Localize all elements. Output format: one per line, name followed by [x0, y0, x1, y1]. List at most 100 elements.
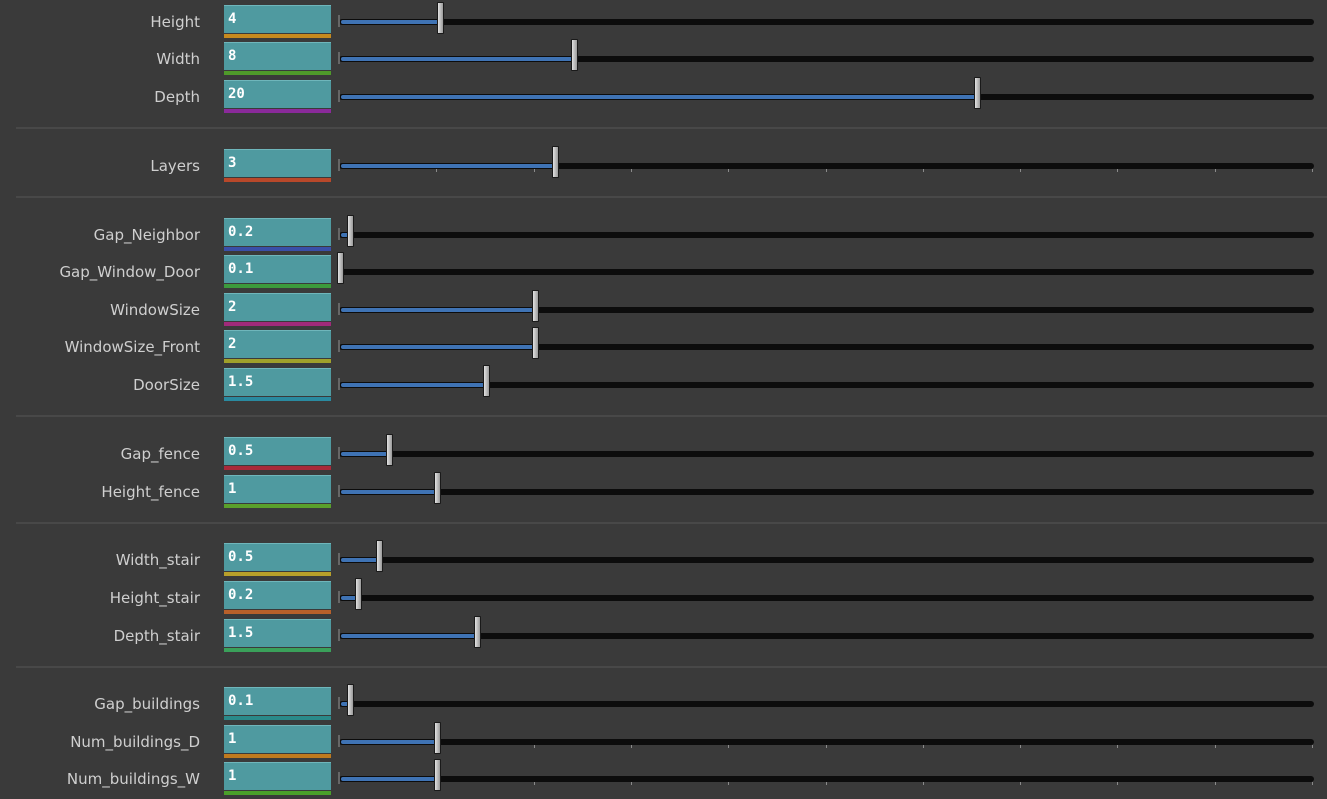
value-field-windowsize-front[interactable]: 2 [224, 330, 331, 358]
slider-handle-num-buildings-d[interactable] [434, 722, 441, 754]
slider-track-height-fence[interactable] [338, 472, 1314, 504]
slider-tick [1312, 745, 1313, 748]
slider-handle-gap-fence[interactable] [386, 434, 393, 466]
slider-track-gap-buildings[interactable] [338, 684, 1314, 716]
value-text: 1.5 [228, 374, 254, 390]
section-separator [16, 127, 1327, 129]
slider-tick [631, 169, 632, 172]
value-field-depth[interactable]: 20 [224, 80, 331, 108]
value-field-gap-fence[interactable]: 0.5 [224, 437, 331, 465]
slider-tick [1117, 745, 1118, 748]
value-text: 1 [228, 768, 237, 784]
channel-color-bar [224, 754, 331, 758]
slider-track-height[interactable] [338, 2, 1314, 34]
slider-fill [341, 308, 536, 312]
slider-tick [826, 169, 827, 172]
slider-track-depth[interactable] [338, 77, 1314, 109]
slider-track-windowsize[interactable] [338, 290, 1314, 322]
value-text: 0.5 [228, 443, 254, 459]
slider-handle-windowsize-front[interactable] [532, 327, 539, 359]
parameter-label: Num_buildings_D [70, 733, 200, 751]
value-field-gap-window-door[interactable]: 0.1 [224, 255, 331, 283]
slider-handle-width[interactable] [571, 39, 578, 71]
parameter-row-num-buildings-d: Num_buildings_D 1 [0, 722, 1327, 759]
slider-fill [341, 490, 438, 494]
value-text: 1 [228, 481, 237, 497]
section-separator [16, 415, 1327, 417]
value-field-height-fence[interactable]: 1 [224, 475, 331, 503]
slider-track-depth-stair[interactable] [338, 616, 1314, 648]
slider-track-width[interactable] [338, 39, 1314, 71]
slider-handle-windowsize[interactable] [532, 290, 539, 322]
slider-handle-depth-stair[interactable] [474, 616, 481, 648]
parameter-label: Height_fence [101, 483, 200, 501]
channel-color-bar [224, 322, 331, 326]
value-field-height[interactable]: 4 [224, 5, 331, 33]
slider-fill [341, 383, 487, 387]
channel-color-bar [224, 178, 331, 182]
slider-fill [341, 634, 478, 638]
channel-color-bar [224, 716, 331, 720]
parameter-row-width: Width 8 [0, 39, 1327, 76]
parameter-label: Gap_fence [120, 445, 200, 463]
value-field-num-buildings-d[interactable]: 1 [224, 725, 331, 753]
slider-track-layers[interactable] [338, 146, 1314, 178]
slider-track-width-stair[interactable] [338, 540, 1314, 572]
slider-start-marker [338, 772, 340, 784]
slider-track-gap-neighbor[interactable] [338, 215, 1314, 247]
slider-handle-height-stair[interactable] [355, 578, 362, 610]
slider-fill [341, 233, 351, 237]
slider-handle-height-fence[interactable] [434, 472, 441, 504]
value-text: 3 [228, 155, 237, 171]
slider-tick [1312, 169, 1313, 172]
slider-track-height-stair[interactable] [338, 578, 1314, 610]
slider-ticks [339, 782, 1314, 786]
value-field-width[interactable]: 8 [224, 42, 331, 70]
slider-fill [341, 164, 556, 168]
value-field-layers[interactable]: 3 [224, 149, 331, 177]
slider-track-windowsize-front[interactable] [338, 327, 1314, 359]
slider-track-num-buildings-d[interactable] [338, 722, 1314, 754]
parameter-row-depth: Depth 20 [0, 77, 1327, 114]
parameter-label: Width [156, 50, 200, 68]
slider-track-gap-fence[interactable] [338, 434, 1314, 466]
slider-tick [1117, 169, 1118, 172]
slider-handle-num-buildings-w[interactable] [434, 759, 441, 791]
value-field-num-buildings-w[interactable]: 1 [224, 762, 331, 790]
value-field-width-stair[interactable]: 0.5 [224, 543, 331, 571]
parameter-row-height: Height 4 [0, 2, 1327, 39]
value-text: 0.1 [228, 261, 254, 277]
slider-ticks [339, 745, 1314, 749]
slider-handle-height[interactable] [437, 2, 444, 34]
value-text: 0.2 [228, 587, 254, 603]
slider-handle-doorsize[interactable] [483, 365, 490, 397]
slider-start-marker [338, 697, 340, 709]
value-text: 0.1 [228, 693, 254, 709]
slider-handle-layers[interactable] [552, 146, 559, 178]
slider-track-gap-window-door[interactable] [337, 252, 1314, 284]
value-field-windowsize[interactable]: 2 [224, 293, 331, 321]
slider-handle-gap-buildings[interactable] [347, 684, 354, 716]
slider-track-doorsize[interactable] [338, 365, 1314, 397]
slider-tick [1020, 782, 1021, 785]
value-field-height-stair[interactable]: 0.2 [224, 581, 331, 609]
channel-color-bar [224, 610, 331, 614]
parameter-label: Gap_buildings [94, 695, 200, 713]
parameter-label: Depth_stair [113, 627, 200, 645]
slider-fill [341, 95, 978, 99]
section-separator [16, 666, 1327, 668]
slider-track-num-buildings-w[interactable] [338, 759, 1314, 791]
parameter-label: Num_buildings_W [66, 770, 200, 788]
slider-handle-gap-neighbor[interactable] [347, 215, 354, 247]
slider-handle-depth[interactable] [974, 77, 981, 109]
value-text: 8 [228, 48, 237, 64]
value-field-depth-stair[interactable]: 1.5 [224, 619, 331, 647]
slider-handle-gap-window-door[interactable] [337, 252, 344, 284]
slider-start-marker [338, 591, 340, 603]
value-field-gap-neighbor[interactable]: 0.2 [224, 218, 331, 246]
slider-fill [341, 777, 438, 781]
value-text: 2 [228, 299, 237, 315]
value-field-doorsize[interactable]: 1.5 [224, 368, 331, 396]
value-field-gap-buildings[interactable]: 0.1 [224, 687, 331, 715]
slider-handle-width-stair[interactable] [376, 540, 383, 572]
